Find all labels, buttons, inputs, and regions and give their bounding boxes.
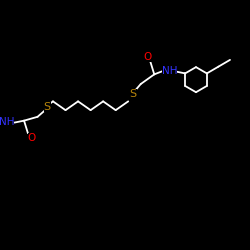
Text: S: S (130, 89, 136, 99)
Text: O: O (144, 52, 152, 62)
Text: O: O (28, 133, 36, 143)
Text: NH: NH (0, 116, 14, 126)
Text: NH: NH (162, 66, 178, 76)
Text: S: S (44, 102, 51, 112)
